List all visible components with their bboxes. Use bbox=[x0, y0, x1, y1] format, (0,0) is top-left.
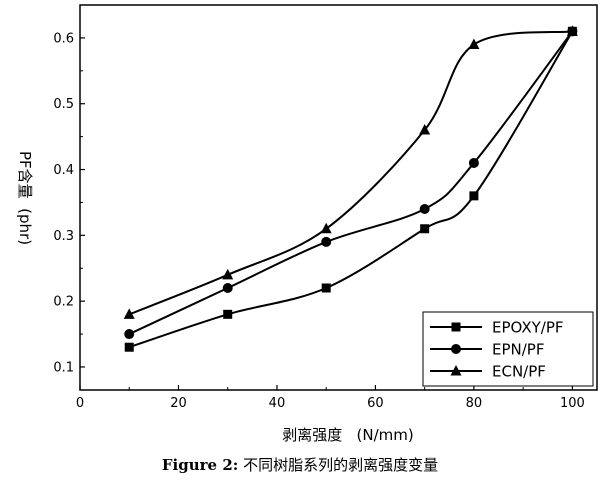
series-line-circle bbox=[128, 30, 574, 335]
ticks-layer: 0 20 40 60 80 100 0.1 0.2 0.3 0.4 0.5 0.6 bbox=[53, 31, 584, 411]
data-point-square bbox=[469, 191, 479, 201]
series-line-triangle bbox=[128, 30, 573, 316]
y-tick-label: 0.2 bbox=[53, 295, 74, 310]
data-point-triangle bbox=[123, 308, 135, 319]
caption-text: 不同树脂系列的剥离强度变量 bbox=[243, 456, 439, 474]
legend-label: EPOXY/PF bbox=[492, 319, 564, 337]
x-tick-label: 40 bbox=[269, 396, 286, 411]
data-point-circle bbox=[468, 157, 479, 168]
legend-label: ECN/PF bbox=[492, 363, 546, 381]
data-point-circle bbox=[419, 204, 430, 215]
series-line-square bbox=[128, 30, 574, 349]
y-tick-label: 0.1 bbox=[53, 360, 74, 375]
y-axis-title: PF含量 (phr) bbox=[16, 151, 34, 245]
x-tick-label: 80 bbox=[466, 396, 483, 411]
legend-label: EPN/PF bbox=[492, 341, 544, 359]
y-tick-label: 0.3 bbox=[53, 229, 74, 244]
data-point-circle bbox=[124, 329, 135, 340]
legend-marker-triangle bbox=[450, 365, 462, 376]
data-point-triangle bbox=[320, 222, 332, 234]
legend-marker-square bbox=[451, 322, 461, 332]
y-tick-label: 0.6 bbox=[53, 31, 74, 46]
x-tick-label: 0 bbox=[76, 396, 84, 411]
data-point-triangle bbox=[468, 38, 480, 49]
data-point-triangle bbox=[566, 25, 578, 36]
data-point-square bbox=[124, 342, 134, 352]
y-tick-label: 0.5 bbox=[53, 97, 74, 112]
data-point-square bbox=[420, 224, 430, 234]
series-layer bbox=[123, 25, 578, 352]
data-point-circle bbox=[222, 282, 233, 293]
x-tick-label: 20 bbox=[170, 396, 187, 411]
data-point-square bbox=[223, 309, 233, 319]
data-point-circle bbox=[321, 236, 332, 247]
data-point-triangle bbox=[419, 124, 431, 135]
data-point-square bbox=[321, 283, 331, 293]
legend: EPOXY/PF EPN/PF ECN/PF bbox=[422, 311, 594, 387]
legend-marker-circle bbox=[451, 344, 461, 354]
x-tick-label: 100 bbox=[560, 396, 585, 411]
data-point-triangle bbox=[222, 268, 234, 280]
y-tick-label: 0.4 bbox=[53, 163, 74, 178]
x-axis-title: 剥离强度 (N/mm) bbox=[282, 426, 414, 444]
x-tick-label: 60 bbox=[367, 396, 384, 411]
figure-caption: Figure 2: 不同树脂系列的剥离强度变量 bbox=[0, 452, 600, 478]
caption-label: Figure 2: bbox=[161, 456, 239, 474]
plot-frame bbox=[79, 4, 598, 391]
